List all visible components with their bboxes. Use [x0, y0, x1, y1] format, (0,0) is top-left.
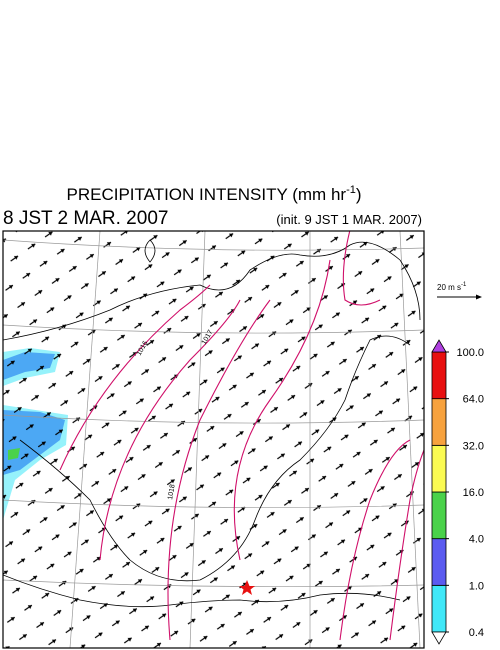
vector-scale-sup: -1 — [461, 282, 467, 288]
colorbar-label: 32.0 — [463, 440, 484, 452]
colorbar-under — [431, 631, 447, 645]
location-star — [239, 580, 255, 595]
coastline — [3, 239, 421, 608]
isobar-label: 1018 — [167, 484, 177, 501]
colorbar: 0.4 1.0 4.0 16.0 32.0 64.0 100.0 — [431, 339, 484, 645]
colorbar-label: 16.0 — [463, 487, 484, 499]
colorbar-label: 4.0 — [469, 534, 484, 546]
colorbar-segment — [431, 444, 447, 493]
vector-scale-label: 20 m s-1 — [437, 282, 467, 292]
colorbar-segment — [431, 351, 447, 400]
colorbar-segment — [431, 538, 447, 586]
valid-time: 8 JST 2 MAR. 2007 — [3, 208, 168, 229]
colorbar-segment — [431, 584, 447, 633]
colorbar-over — [431, 339, 447, 353]
title-sup: -1 — [346, 184, 356, 196]
vector-scale-text: 20 m s — [437, 283, 461, 292]
colorbar-label: 0.4 — [469, 627, 484, 639]
map-area: 1016 1017 1018 — [3, 231, 424, 648]
title: PRECIPITATION INTENSITY (mm hr-1) — [66, 184, 361, 204]
wind-vectors — [3, 231, 424, 648]
vector-scale-head — [476, 294, 482, 300]
init-time: (init. 9 JST 1 MAR. 2007) — [276, 212, 422, 227]
lat-lon-grid — [3, 231, 424, 648]
title-end: ) — [356, 185, 362, 204]
title-main: PRECIPITATION INTENSITY (mm hr — [66, 185, 346, 204]
colorbar-label: 1.0 — [469, 580, 484, 592]
colorbar-label: 64.0 — [463, 394, 484, 406]
isobars — [59, 231, 424, 641]
colorbar-segment — [431, 398, 447, 446]
map-frame — [2, 230, 425, 649]
colorbar-segment — [431, 491, 447, 540]
colorbar-label: 100.0 — [456, 347, 484, 359]
